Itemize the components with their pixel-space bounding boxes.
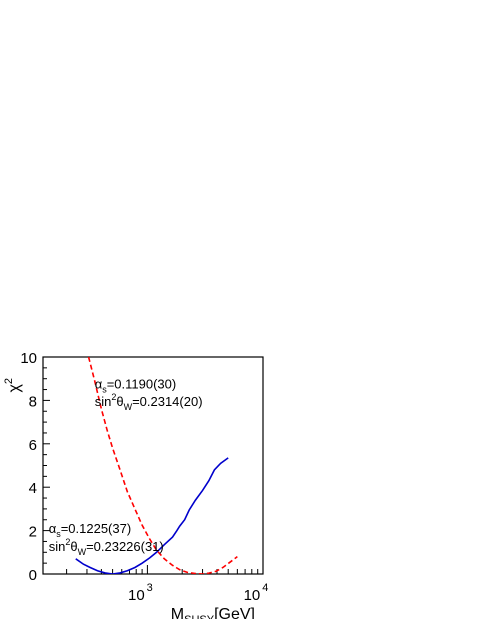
y-tick-label: 4 — [29, 480, 37, 497]
y-tick-label: 0 — [29, 567, 37, 584]
annotation-2: sin2θW=0.2314(20) — [95, 392, 203, 412]
y-tick-label: 6 — [29, 437, 37, 454]
x-tick-label: 10 4 — [244, 582, 269, 604]
y-tick-label: 10 — [20, 350, 37, 367]
x-tick-label: 10 3 — [128, 582, 153, 604]
axes: 0 2 4 6 8 10 103 104 MSUSY[GeV] χ2 — [3, 350, 268, 619]
series-blue-solid-line — [75, 457, 229, 574]
annotation-1: αs=0.1190(30) — [95, 376, 177, 394]
series-layer — [75, 357, 238, 574]
y-tick-label: 2 — [29, 524, 37, 541]
series-red-dashed-line — [87, 357, 238, 574]
annotations: αs=0.1190(30)sin2θW=0.2314(20) αs=0.1225(… — [49, 376, 203, 557]
y-tick-label: 8 — [29, 393, 37, 410]
annotation-3: αs=0.1225(37) — [49, 521, 131, 539]
x-axis-label: MSUSY[GeV] — [171, 606, 255, 619]
y-axis-label: χ2 — [3, 378, 23, 393]
annotation-4: sin2θW=0.23226(31) — [49, 537, 164, 557]
